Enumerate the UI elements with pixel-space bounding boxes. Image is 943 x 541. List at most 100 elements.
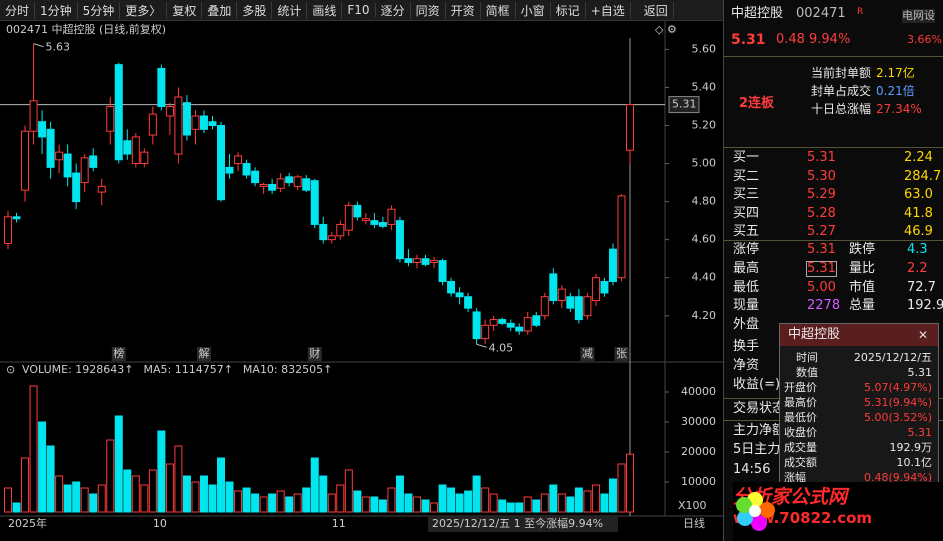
volume-header: MA5: 1114757↑ bbox=[143, 363, 232, 376]
bid-price: 5.30 bbox=[807, 168, 836, 184]
popup-label: 开盘价 bbox=[784, 381, 817, 394]
bid-label: 买五 bbox=[733, 224, 760, 239]
candle-body bbox=[191, 115, 200, 130]
stat-label: 现量 bbox=[733, 298, 760, 314]
volume-bar bbox=[225, 481, 234, 513]
status-box bbox=[428, 516, 618, 532]
popup-label: 最低价 bbox=[784, 411, 817, 424]
info-label: 5日主力 bbox=[733, 442, 781, 457]
popup-value: 5.31 bbox=[907, 366, 933, 379]
bid-volume: 2.24 bbox=[904, 150, 933, 165]
candle-body bbox=[217, 125, 226, 201]
candle-body bbox=[515, 326, 524, 332]
volume-header: VOLUME: 1928643↑ bbox=[22, 363, 133, 376]
volume-bar bbox=[114, 415, 123, 513]
toolbar-button[interactable]: 画线 bbox=[307, 1, 343, 19]
y-tick-label: 10000 bbox=[681, 475, 716, 488]
candle-body bbox=[140, 151, 149, 165]
bid-label: 买一 bbox=[733, 150, 760, 165]
volume-bar bbox=[12, 502, 21, 513]
candle-body bbox=[327, 235, 336, 241]
volume-bar bbox=[46, 445, 55, 513]
bid-volume: 46.9 bbox=[904, 224, 933, 239]
volume-bar bbox=[600, 493, 609, 513]
toolbar-button[interactable]: 叠加 bbox=[202, 1, 238, 19]
volume-bar bbox=[140, 484, 149, 513]
close-button[interactable]: ✕ bbox=[918, 328, 929, 342]
stat-value: 5.31 bbox=[807, 242, 836, 257]
candle-body bbox=[268, 183, 277, 191]
bid-label: 买三 bbox=[733, 187, 760, 202]
volume-bar bbox=[515, 502, 524, 513]
volume-bar bbox=[293, 493, 302, 513]
candle-body bbox=[259, 183, 268, 187]
volume-bar bbox=[208, 484, 217, 513]
candle-body bbox=[276, 178, 285, 189]
volume-bar bbox=[106, 439, 115, 513]
x-tick-label: 10 bbox=[153, 517, 167, 530]
volume-bar bbox=[566, 496, 575, 513]
volume-bar bbox=[430, 502, 439, 513]
logo: 分析家公式网www.70822.com bbox=[733, 482, 943, 541]
candle-body bbox=[208, 121, 217, 127]
candle-body bbox=[506, 322, 515, 328]
toolbar-button[interactable]: 1分钟 bbox=[35, 1, 78, 19]
candle-body bbox=[165, 105, 174, 117]
candle-body bbox=[72, 172, 81, 203]
toolbar-button[interactable]: 开资 bbox=[446, 1, 481, 19]
stat-value: 2278 bbox=[807, 298, 841, 314]
volume-bar bbox=[302, 487, 311, 513]
axis-unit: X100 bbox=[678, 499, 707, 512]
volume-bar bbox=[259, 496, 268, 513]
toolbar-button[interactable]: 标记 bbox=[551, 1, 586, 19]
toolbar-button[interactable]: F10 bbox=[342, 3, 376, 17]
candle-body bbox=[532, 315, 541, 326]
volume-bar bbox=[276, 490, 285, 513]
volume-bar bbox=[72, 481, 81, 513]
volume-bar bbox=[438, 484, 447, 513]
candle-body bbox=[566, 296, 575, 309]
info-label: 主力净额 bbox=[733, 423, 786, 438]
volume-bar bbox=[191, 481, 200, 513]
toolbar-button[interactable]: 逐分 bbox=[376, 1, 411, 19]
sector[interactable]: 电网设 bbox=[902, 9, 935, 23]
candle-body bbox=[574, 296, 583, 321]
candle-body bbox=[523, 317, 532, 332]
settings-icon[interactable]: ◇ ⚙ bbox=[655, 23, 677, 36]
volume-bar bbox=[455, 493, 464, 513]
volume-bar bbox=[319, 475, 328, 513]
toolbar-button[interactable]: 多股 bbox=[237, 1, 273, 19]
candle-body bbox=[378, 222, 387, 227]
volume-bar bbox=[591, 484, 600, 513]
toolbar-button[interactable]: 分时 bbox=[0, 1, 36, 19]
toolbar-button[interactable]: 简框 bbox=[481, 1, 516, 19]
toolbar-button[interactable]: 更多〉 bbox=[120, 1, 168, 19]
toolbar-button[interactable]: +自选 bbox=[586, 1, 631, 19]
volume-bar bbox=[353, 490, 362, 513]
event-marker: 解 bbox=[198, 346, 209, 360]
info-label: 净资 bbox=[733, 358, 760, 373]
last-price: 5.31 bbox=[731, 32, 766, 48]
volume-bar bbox=[310, 457, 319, 513]
chart: 002471 中超控股 (日线,前复权) ◇ ⚙ 5.60 5.40 5.20 5.0… bbox=[0, 21, 723, 532]
candle-body bbox=[251, 170, 260, 184]
candle-body bbox=[131, 136, 140, 165]
toolbar-button[interactable]: 5分钟 bbox=[78, 1, 121, 19]
volume-bar bbox=[344, 469, 353, 513]
toolbar-button[interactable]: 统计 bbox=[272, 1, 308, 19]
toolbar-button[interactable]: 复权 bbox=[167, 1, 203, 19]
candle-body bbox=[591, 277, 600, 302]
bid-price: 5.28 bbox=[807, 205, 836, 221]
popup-value: 5.31(9.94%) bbox=[863, 396, 932, 409]
volume-bar bbox=[404, 493, 413, 513]
y-tick-label: 5.40 bbox=[692, 80, 717, 93]
toolbar-button[interactable]: 返回 bbox=[639, 1, 674, 19]
candle-body bbox=[63, 153, 72, 178]
toolbar-button[interactable]: 同资 bbox=[411, 1, 446, 19]
toolbar-button[interactable]: 小窗 bbox=[516, 1, 551, 19]
period-label: 日线 bbox=[683, 516, 705, 530]
candle-body bbox=[617, 195, 626, 279]
volume-bar bbox=[268, 493, 277, 513]
stat-value: 72.7 bbox=[907, 279, 936, 295]
